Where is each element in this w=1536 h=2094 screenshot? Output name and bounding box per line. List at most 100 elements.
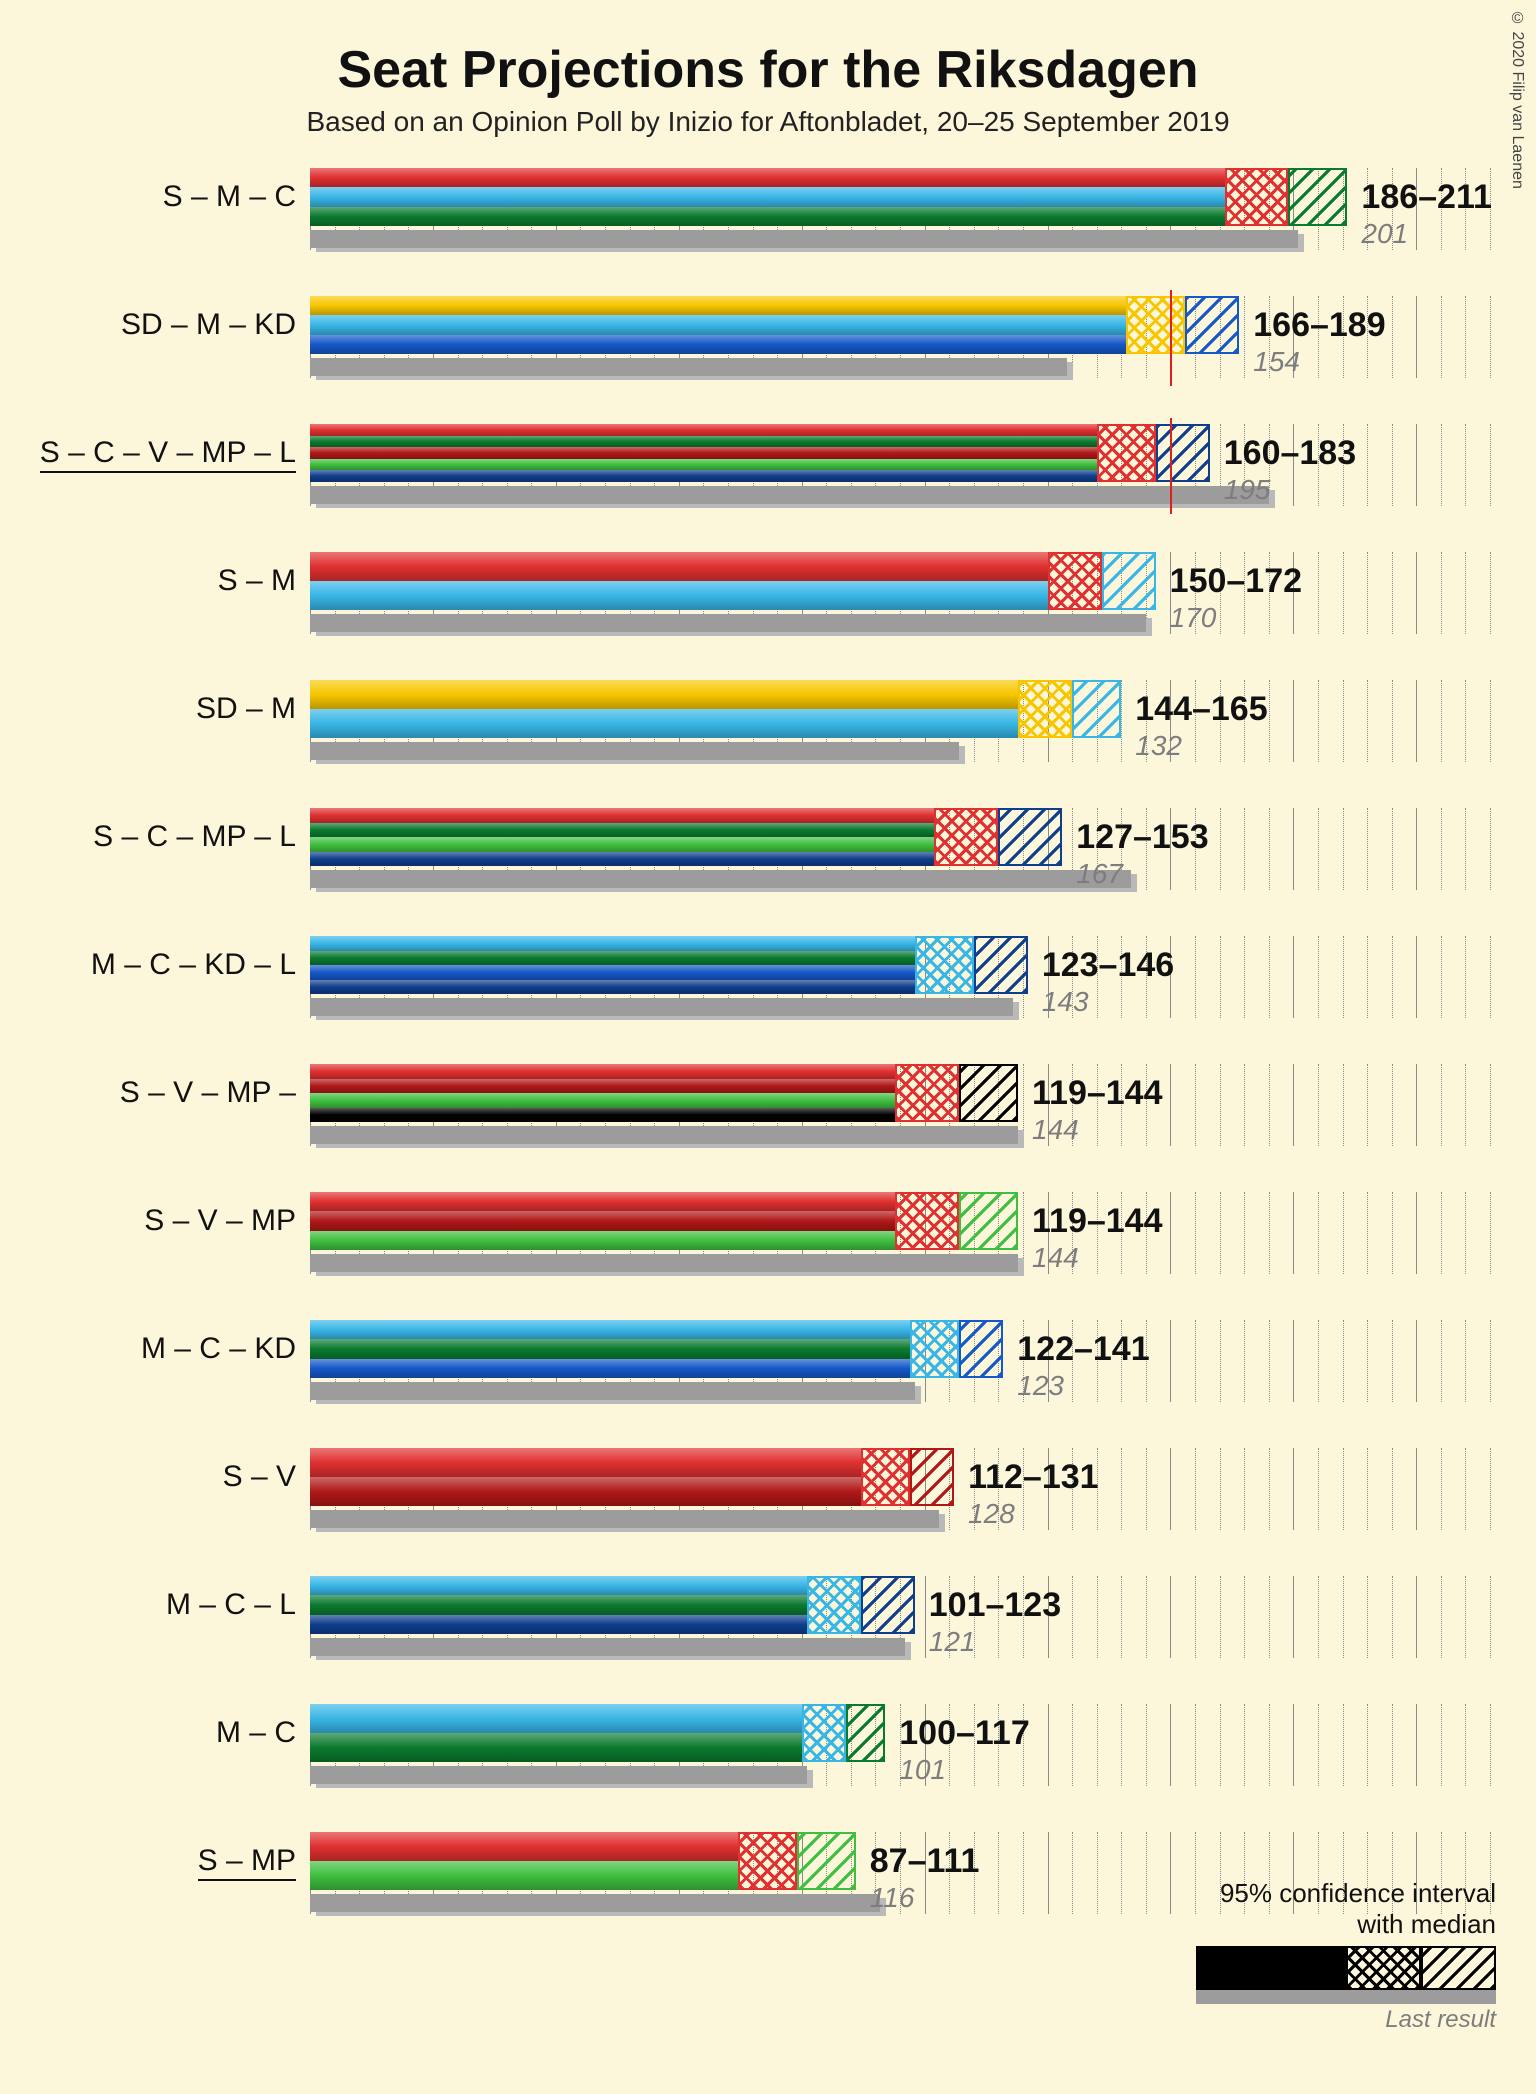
value-last: 123 — [1017, 1370, 1064, 1402]
coalition-bar — [310, 808, 934, 866]
grid-minor — [1392, 808, 1393, 890]
value-last: 128 — [968, 1498, 1015, 1530]
confidence-interval — [910, 1320, 1003, 1378]
grid-minor — [1269, 936, 1270, 1018]
grid-minor — [1367, 1704, 1368, 1786]
value-last: 195 — [1224, 474, 1271, 506]
last-result-bar — [310, 742, 959, 760]
grid-minor — [1318, 1576, 1319, 1658]
coalition-row: S – M150–172170 — [310, 552, 1490, 680]
coalition-bar — [310, 1576, 807, 1634]
ci-median-to-high — [1288, 168, 1347, 226]
grid-minor — [1072, 1704, 1073, 1786]
coalition-row: SD – M144–165132 — [310, 680, 1490, 808]
ci-low-to-median — [1048, 552, 1102, 610]
grid-minor — [1343, 680, 1344, 762]
grid-minor — [1318, 1704, 1319, 1786]
value-range: 122–141 — [1017, 1330, 1149, 1369]
ci-median-to-high — [1072, 680, 1121, 738]
last-result-bar — [310, 1510, 939, 1528]
grid-major — [1170, 1448, 1171, 1530]
coalition-row: S – C – MP – L127–153167 — [310, 808, 1490, 936]
grid-minor — [1367, 1320, 1368, 1402]
party-stripe — [310, 187, 1225, 206]
value-range: 87–111 — [870, 1842, 980, 1881]
grid-minor — [1392, 1448, 1393, 1530]
confidence-interval — [1225, 168, 1348, 226]
grid-minor — [1269, 1448, 1270, 1530]
ci-low-to-median — [802, 1704, 846, 1762]
grid-minor — [1244, 936, 1245, 1018]
party-stripe — [310, 296, 1126, 315]
grid-major — [1170, 1064, 1171, 1146]
value-range: 144–165 — [1135, 690, 1267, 729]
coalition-row: S – V – MP –119–144144 — [310, 1064, 1490, 1192]
ci-low-to-median — [895, 1064, 959, 1122]
value-last: 121 — [929, 1626, 976, 1658]
grid-minor — [1490, 1576, 1491, 1658]
grid-major — [1416, 808, 1417, 890]
last-result-bar — [310, 1638, 905, 1656]
coalition-bar — [310, 680, 1018, 738]
grid-minor — [1441, 1704, 1442, 1786]
coalition-label: M – C – L — [10, 1588, 310, 1622]
grid-minor — [1465, 808, 1466, 890]
grid-minor — [1244, 1192, 1245, 1274]
party-stripe — [310, 207, 1225, 226]
value-range: 186–211 — [1361, 178, 1492, 217]
grid-minor — [1490, 1704, 1491, 1786]
ci-median-to-high — [861, 1576, 915, 1634]
grid-minor — [1343, 808, 1344, 890]
party-stripe — [310, 470, 1097, 482]
legend-crosshatch-icon — [1346, 1946, 1421, 1990]
coalition-row: SD – M – KD166–189154 — [310, 296, 1490, 424]
party-stripe — [310, 552, 1048, 581]
party-stripe — [310, 1704, 802, 1733]
party-stripe — [310, 709, 1018, 738]
grid-minor — [1367, 1192, 1368, 1274]
confidence-interval — [915, 936, 1028, 994]
grid-minor — [1367, 808, 1368, 890]
coalition-bar — [310, 1192, 895, 1250]
grid-minor — [1097, 1832, 1098, 1914]
party-stripe — [310, 581, 1048, 610]
party-stripe — [310, 1861, 738, 1890]
legend-last-label: Last result — [1136, 2006, 1496, 2034]
coalition-bar — [310, 936, 915, 994]
party-stripe — [310, 1359, 910, 1378]
party-stripe — [310, 1733, 802, 1762]
grid-minor — [1441, 1192, 1442, 1274]
plot-area: S – M – C186–211201SD – M – KD166–189154… — [310, 168, 1490, 2038]
coalition-row: M – C100–117101 — [310, 1704, 1490, 1832]
grid-minor — [1220, 1320, 1221, 1402]
grid-major — [1293, 1704, 1294, 1786]
grid-minor — [1441, 936, 1442, 1018]
value-last: 101 — [899, 1754, 946, 1786]
coalition-label: S – M — [10, 564, 310, 598]
ci-median-to-high — [910, 1448, 954, 1506]
grid-minor — [1465, 1320, 1466, 1402]
party-stripe — [310, 936, 915, 951]
grid-minor — [1195, 1576, 1196, 1658]
grid-minor — [1318, 936, 1319, 1018]
grid-minor — [1465, 1576, 1466, 1658]
coalition-bar — [310, 296, 1126, 354]
grid-minor — [1392, 296, 1393, 378]
coalition-bar — [310, 424, 1097, 482]
value-last: 201 — [1361, 218, 1408, 250]
coalition-row: M – C – KD – L123–146143 — [310, 936, 1490, 1064]
coalition-bar — [310, 1448, 861, 1506]
grid-minor — [1318, 1192, 1319, 1274]
grid-major — [1416, 1320, 1417, 1402]
coalition-label: S – C – MP – L — [10, 820, 310, 854]
grid-minor — [1343, 1576, 1344, 1658]
grid-minor — [1072, 1832, 1073, 1914]
grid-minor — [1023, 1832, 1024, 1914]
coalition-label: S – V – MP – — [10, 1076, 310, 1110]
party-stripe — [310, 1211, 895, 1230]
ci-median-to-high — [797, 1832, 856, 1890]
grid-minor — [1220, 1064, 1221, 1146]
grid-major — [1170, 1192, 1171, 1274]
grid-minor — [1244, 1448, 1245, 1530]
grid-minor — [1441, 1576, 1442, 1658]
